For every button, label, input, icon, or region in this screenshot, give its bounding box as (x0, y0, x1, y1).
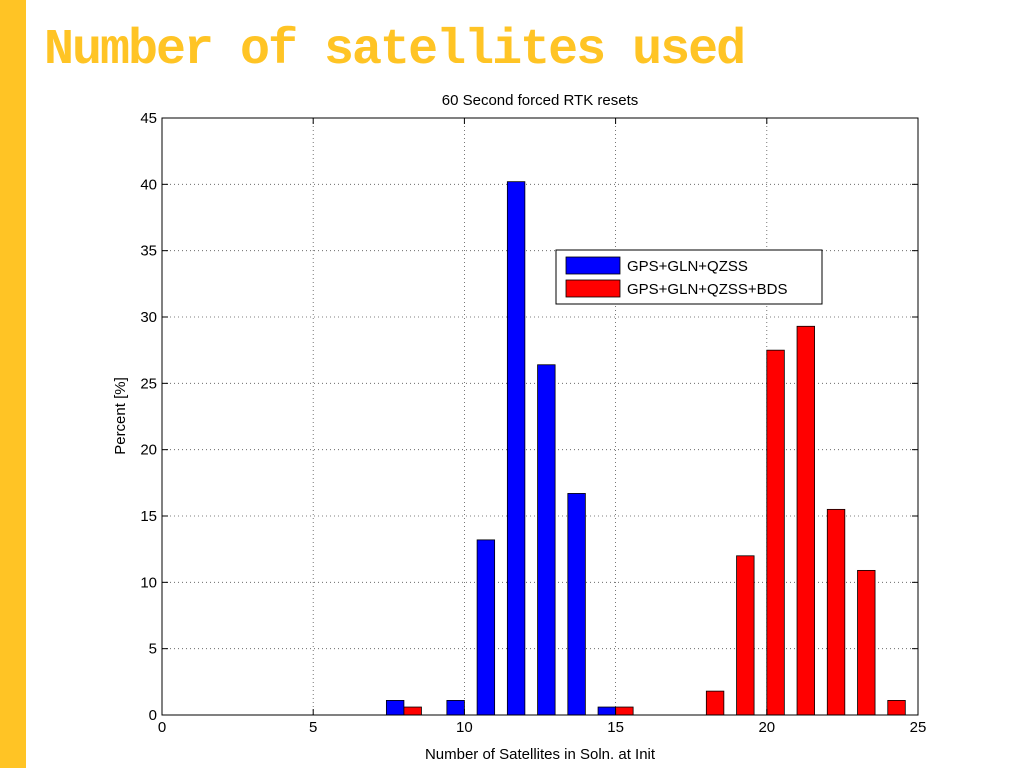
plot-frame (161, 117, 919, 716)
bars (385, 181, 906, 716)
x-tick-label: 20 (758, 719, 775, 736)
y-axis-label: Percent [%] (112, 377, 129, 455)
slide-title: Number of satellites used (44, 22, 746, 79)
legend-label-series-2: GPS+GLN+QZSS+BDS (627, 281, 787, 298)
x-axis-label: Number of Satellites in Soln. at Init (425, 746, 656, 763)
x-tick-label: 15 (607, 719, 624, 736)
bar-red (736, 555, 755, 716)
legend: GPS+GLN+QZSS GPS+GLN+QZSS+BDS (555, 249, 823, 305)
chart-title: 60 Second forced RTK resets (442, 92, 639, 109)
bar-red (705, 690, 725, 716)
y-tick-label: 30 (140, 309, 157, 326)
bar-red (766, 349, 785, 716)
legend-label-series-1: GPS+GLN+QZSS (627, 258, 748, 275)
y-tick-label: 15 (140, 508, 157, 525)
accent-bar (0, 0, 26, 768)
axis-ticks: 0 5 10 15 20 25 0 5 10 15 20 25 30 35 40 45 (140, 110, 926, 736)
bar-blue (446, 700, 465, 716)
y-tick-label: 25 (140, 375, 157, 392)
y-tick-label: 5 (149, 641, 157, 658)
bar-blue (476, 539, 496, 716)
legend-swatch-red (565, 279, 621, 298)
x-tick-label: 0 (158, 719, 166, 736)
legend-swatch-blue (565, 256, 621, 275)
bar-red (403, 706, 422, 716)
bar-blue (567, 493, 586, 716)
bar-red (796, 325, 815, 716)
bar-blue (385, 700, 405, 716)
bar-blue (506, 181, 526, 716)
bar-red (615, 706, 634, 716)
y-tick-label: 35 (140, 243, 157, 260)
bar-red (826, 508, 846, 716)
y-tick-label: 45 (140, 110, 157, 127)
x-tick-label: 5 (309, 719, 317, 736)
x-tick-label: 10 (456, 719, 473, 736)
bar-red (857, 569, 876, 716)
bar-blue (597, 706, 616, 716)
y-tick-label: 20 (140, 442, 157, 459)
y-tick-label: 10 (140, 574, 157, 591)
bar-red (887, 700, 906, 716)
bar-blue (537, 364, 556, 716)
y-tick-label: 40 (140, 176, 157, 193)
y-tick-label: 0 (149, 707, 157, 724)
x-tick-label: 25 (910, 719, 927, 736)
